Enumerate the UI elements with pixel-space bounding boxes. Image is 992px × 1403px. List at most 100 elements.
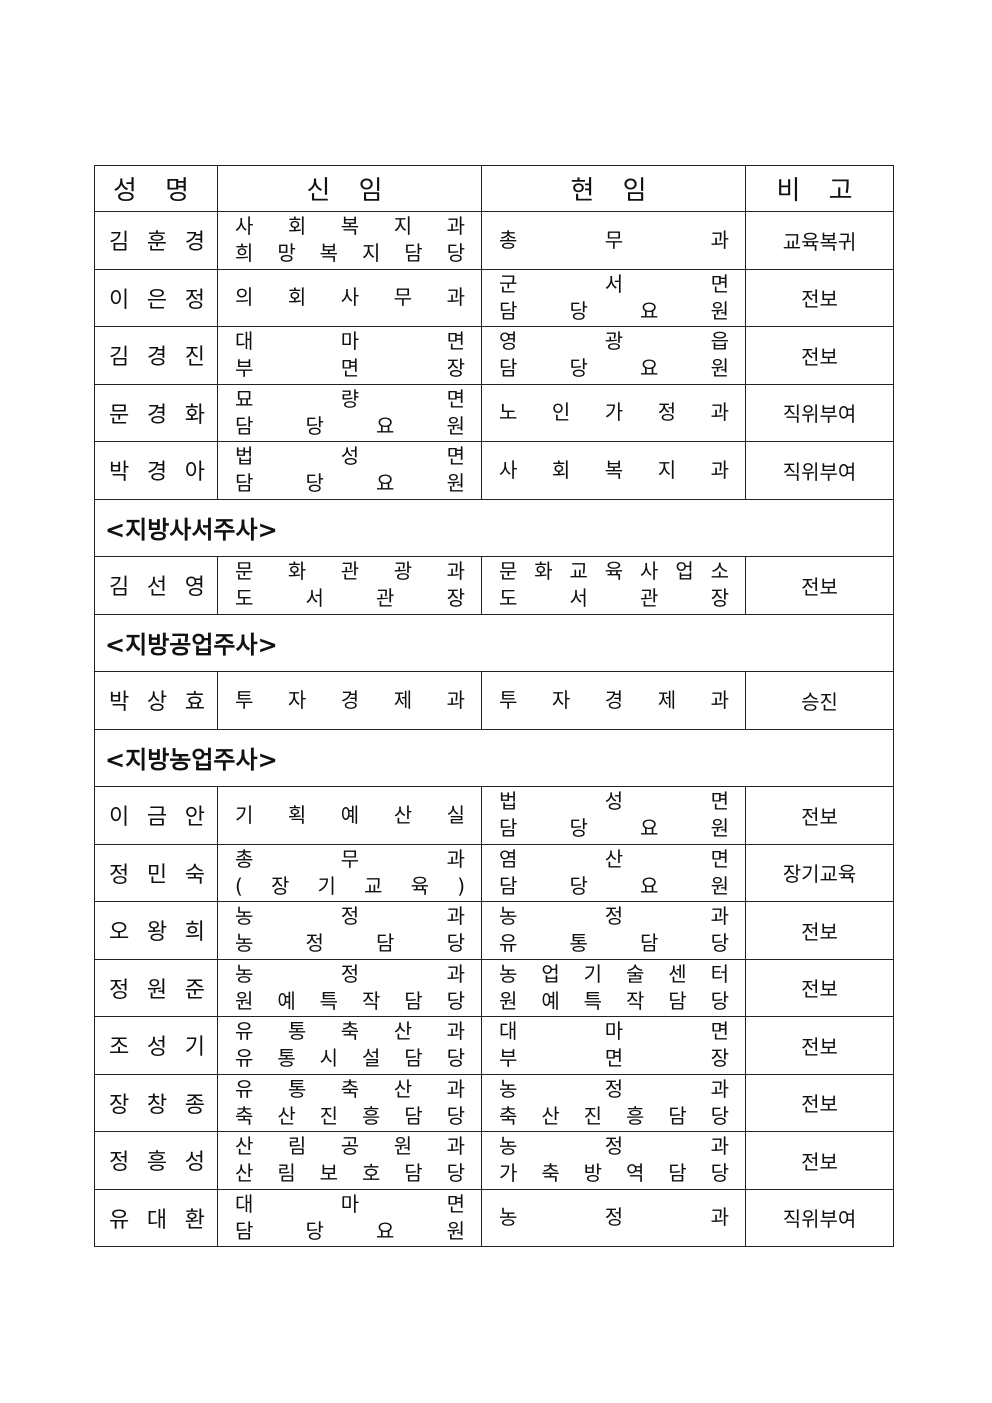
post-line: 농 정 과 [235, 961, 465, 986]
person-name: 유 대 환 [94, 1188, 218, 1247]
post-line: 담 당 요 원 [235, 471, 465, 496]
post-line: 가 축 방 역 담 당 [499, 1161, 729, 1186]
post-line: 영 광 읍 [499, 329, 729, 354]
post-line: 농 정 과 [499, 1134, 729, 1159]
post-line: ( 장 기 교 육 ) [235, 873, 465, 898]
remarks-cell: 전보 [745, 326, 894, 385]
post-line: 투 자 경 제 과 [235, 687, 465, 712]
post-line: 도 서 관 장 [235, 586, 465, 611]
post-line: 총 무 과 [235, 846, 465, 871]
section-title: <지방농업주사> [94, 728, 894, 787]
section-header-row: <지방사서주사> [94, 498, 894, 557]
current-post-cell: 투 자 경 제 과 [481, 671, 746, 730]
section-title: <지방사서주사> [94, 498, 894, 557]
post-line: 유 통 축 산 과 [235, 1076, 465, 1101]
remarks-cell: 전보 [745, 1016, 894, 1075]
header-row: 성 명 신 임 현 임 비 고 [94, 165, 894, 212]
post-line: 원 예 특 작 담 당 [499, 988, 729, 1013]
post-line: 부 면 장 [235, 356, 465, 381]
post-line: 축 산 진 흥 담 당 [235, 1103, 465, 1128]
person-name: 김 경 진 [94, 326, 218, 385]
remarks-cell: 전보 [745, 901, 894, 960]
post-line: 농 정 담 당 [235, 931, 465, 956]
post-line: 담 당 요 원 [499, 298, 729, 323]
header-name: 성 명 [94, 165, 218, 212]
person-name: 정 원 준 [94, 958, 218, 1017]
remarks-cell: 교육복귀 [745, 211, 894, 270]
post-line: 묘 량 면 [235, 386, 465, 411]
section-header-row: <지방농업주사> [94, 728, 894, 787]
person-name: 정 민 숙 [94, 843, 218, 902]
post-line: 군 서 면 [499, 271, 729, 296]
header-current-post: 현 임 [481, 165, 746, 212]
post-line: 대 마 면 [499, 1019, 729, 1044]
post-line: 유 통 시 설 담 당 [235, 1046, 465, 1071]
post-line: 사 회 복 지 과 [499, 457, 729, 482]
post-line: 총 무 과 [499, 227, 729, 252]
header-remarks: 비 고 [745, 165, 894, 212]
post-line: 원 예 특 작 담 당 [235, 988, 465, 1013]
post-line: 의 회 사 무 과 [235, 285, 465, 310]
post-line: 도 서 관 장 [499, 586, 729, 611]
remarks-cell: 직위부여 [745, 383, 894, 442]
remarks-cell: 직위부여 [745, 441, 894, 500]
post-line: 유 통 축 산 과 [235, 1019, 465, 1044]
post-line: 문 화 관 광 과 [235, 559, 465, 584]
post-line: 유 통 담 당 [499, 931, 729, 956]
post-line: 사 회 복 지 과 [235, 214, 465, 239]
person-name: 정 흥 성 [94, 1131, 218, 1190]
section-title: <지방공업주사> [94, 613, 894, 672]
post-line: 농 정 과 [235, 904, 465, 929]
remarks-cell: 전보 [745, 1131, 894, 1190]
post-line: 축 산 진 흥 담 당 [499, 1103, 729, 1128]
post-line: 염 산 면 [499, 846, 729, 871]
remarks-cell: 전보 [745, 1073, 894, 1132]
person-name: 김 선 영 [94, 556, 218, 615]
current-post-cell: 노 인 가 정 과 [481, 383, 746, 442]
table-row: 박 상 효 투 자 경 제 과 투 자 경 제 과 승진 [94, 671, 894, 730]
person-name: 오 왕 희 [94, 901, 218, 960]
new-post-cell: 투 자 경 제 과 [217, 671, 482, 730]
post-line: 대 마 면 [235, 1191, 465, 1216]
person-name: 박 경 아 [94, 441, 218, 500]
remarks-cell: 전보 [745, 786, 894, 845]
post-line: 담 당 요 원 [499, 816, 729, 841]
remarks-cell: 전보 [745, 958, 894, 1017]
post-line: 법 성 면 [235, 444, 465, 469]
post-line: 투 자 경 제 과 [499, 687, 729, 712]
current-post-cell: 총 무 과 [481, 211, 746, 270]
remarks-cell: 전보 [745, 268, 894, 327]
person-name: 박 상 효 [94, 671, 218, 730]
section-header-row: <지방공업주사> [94, 613, 894, 672]
post-line: 담 당 요 원 [235, 1218, 465, 1243]
remarks-cell: 전보 [745, 556, 894, 615]
person-name: 조 성 기 [94, 1016, 218, 1075]
post-line: 농 정 과 [499, 1205, 729, 1230]
current-post-cell: 사 회 복 지 과 [481, 441, 746, 500]
